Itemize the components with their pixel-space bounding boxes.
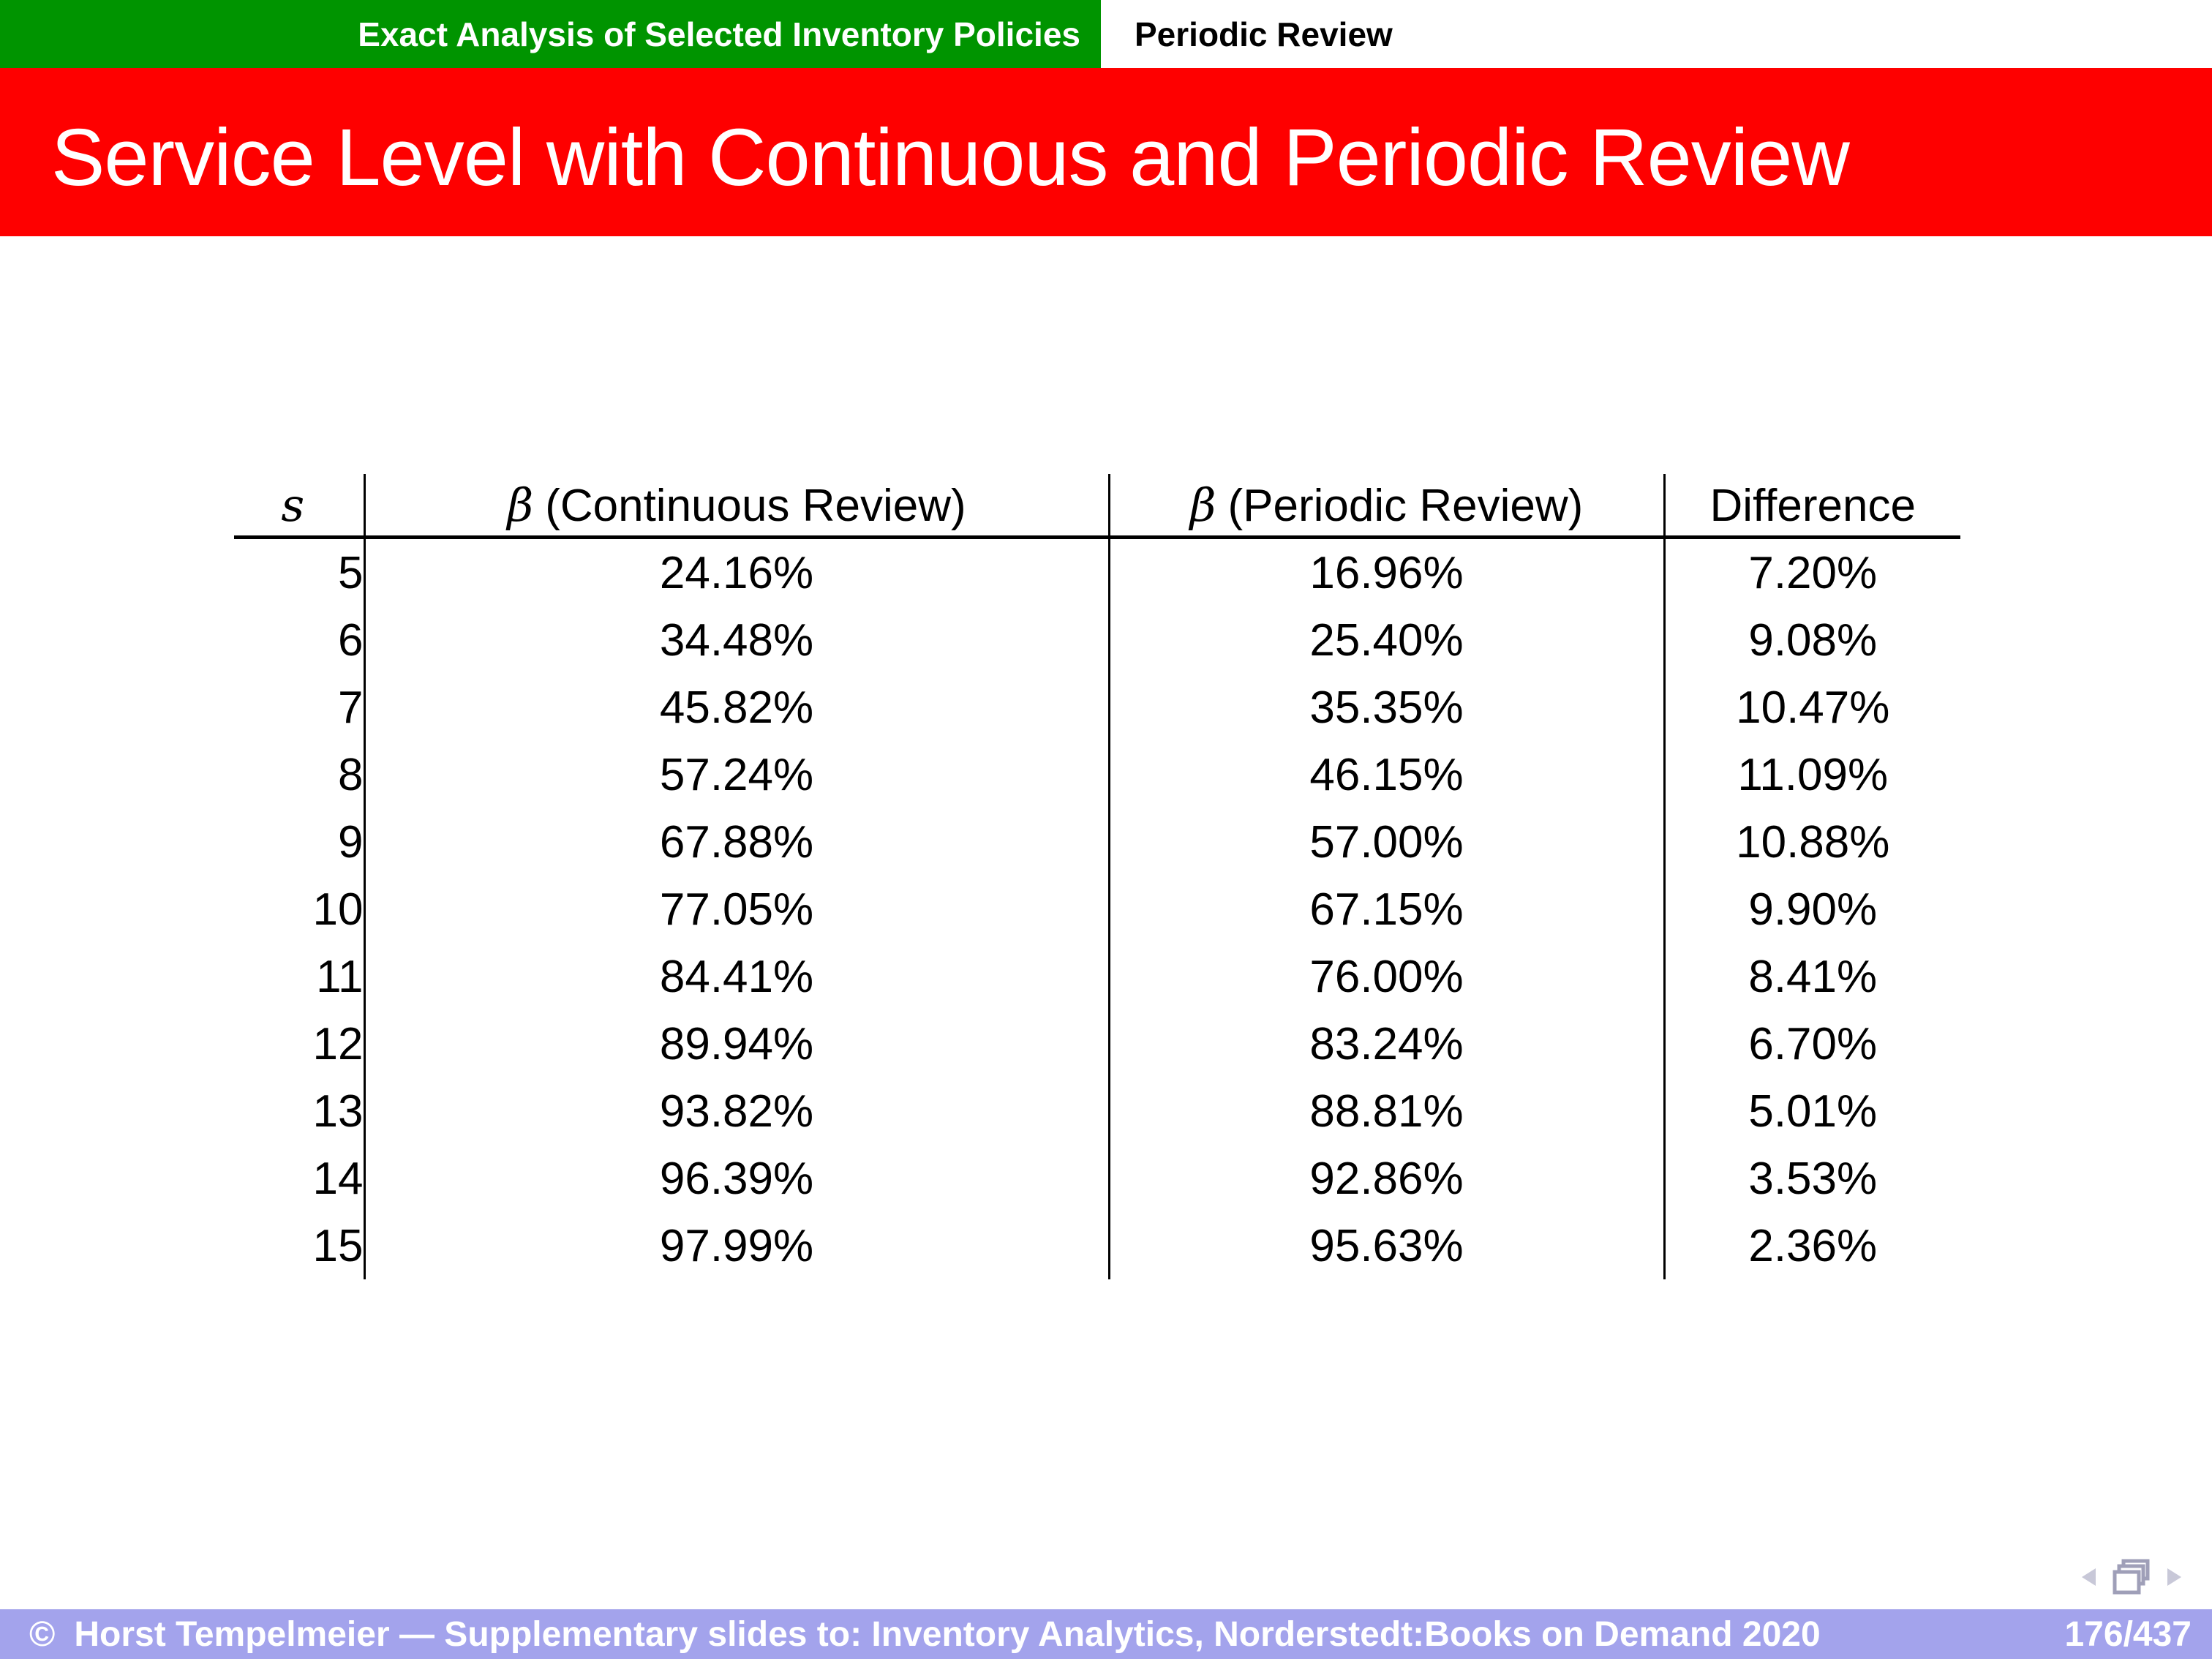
cell-difference: 10.47% [1663,674,1960,741]
service-level-table: s β (Continuous Review) β (Periodic Review… [234,474,1960,1279]
footline-bar: © Horst Tempelmeier — Supplementary slide… [0,1609,2212,1659]
cell-periodic: 95.63% [1107,1212,1664,1279]
table-row: 5 24.16% 16.96% 7.20% [234,537,1960,606]
cell-difference: 2.36% [1663,1212,1960,1279]
cell-difference: 6.70% [1663,1010,1960,1077]
beta-symbol: β [507,478,534,532]
footer-text: Horst Tempelmeier — Supplementary slides… [74,1614,1821,1654]
table-row: 10 77.05% 67.15% 9.90% [234,876,1960,943]
frame-title-bar: Service Level with Continuous and Period… [0,68,2212,236]
cell-periodic: 57.00% [1107,808,1664,876]
column-header-difference: Difference [1663,474,1960,539]
headline-bar: Exact Analysis of Selected Inventory Pol… [0,0,2212,68]
cell-s: 10 [312,884,364,935]
cell-s: 6 [338,614,364,666]
cell-continuous: 96.39% [363,1145,1109,1212]
cell-periodic: 92.86% [1107,1145,1664,1212]
table-row: 8 57.24% 46.15% 11.09% [234,741,1960,808]
table-row: 15 97.99% 95.63% 2.36% [234,1212,1960,1279]
cell-continuous: 45.82% [363,674,1109,741]
cell-continuous: 24.16% [363,537,1109,606]
cell-s: 11 [316,951,364,1002]
subsection-title: Periodic Review [1135,15,1393,53]
nav-prev-icon[interactable] [2081,1568,2096,1587]
page-indicator: 176/437 [2064,1614,2192,1654]
cell-continuous: 89.94% [363,1010,1109,1077]
footer-attribution: © Horst Tempelmeier — Supplementary slide… [29,1614,1821,1655]
cell-continuous: 57.24% [363,741,1109,808]
table-row: 14 96.39% 92.86% 3.53% [234,1145,1960,1212]
cell-periodic: 46.15% [1107,741,1664,808]
page-title: Service Level with Continuous and Period… [51,112,1850,203]
cell-continuous: 77.05% [363,876,1109,943]
cell-periodic: 35.35% [1107,674,1664,741]
cell-difference: 3.53% [1663,1145,1960,1212]
navigation-symbols [2081,1557,2182,1598]
cell-difference: 7.20% [1663,537,1960,606]
cell-s: 13 [312,1086,364,1137]
column-header-continuous: β (Continuous Review) [363,474,1109,539]
cell-difference: 10.88% [1663,808,1960,876]
cell-s: 7 [338,682,364,733]
cell-s: 12 [312,1018,364,1069]
cell-difference: 9.08% [1663,606,1960,674]
table-row: 6 34.48% 25.40% 9.08% [234,606,1960,674]
cell-continuous: 97.99% [363,1212,1109,1279]
column-header-s: s [234,474,364,539]
nav-next-icon[interactable] [2167,1568,2182,1587]
cell-continuous: 93.82% [363,1077,1109,1145]
cell-periodic: 88.81% [1107,1077,1664,1145]
copyright-icon: © [29,1614,56,1654]
table-row: 9 67.88% 57.00% 10.88% [234,808,1960,876]
table-body: 5 24.16% 16.96% 7.20% 6 34.48% 25.40% 9.… [234,537,1960,1279]
cell-continuous: 34.48% [363,606,1109,674]
cell-s: 5 [338,547,364,598]
table-header-row: s β (Continuous Review) β (Periodic Review… [234,474,1960,539]
nav-frames-icon[interactable] [2112,1558,2151,1596]
cell-s: 15 [312,1220,364,1271]
table-row: 11 84.41% 76.00% 8.41% [234,943,1960,1010]
cell-difference: 5.01% [1663,1077,1960,1145]
cell-difference: 11.09% [1663,741,1960,808]
column-header-periodic: β (Periodic Review) [1107,474,1664,539]
headline-section-left: Exact Analysis of Selected Inventory Pol… [0,0,1101,68]
cell-s: 8 [338,749,364,800]
cell-periodic: 25.40% [1107,606,1664,674]
headline-section-right: Periodic Review [1101,0,2212,68]
cell-periodic: 76.00% [1107,943,1664,1010]
cell-continuous: 67.88% [363,808,1109,876]
table-row: 13 93.82% 88.81% 5.01% [234,1077,1960,1145]
table-row: 7 45.82% 35.35% 10.47% [234,674,1960,741]
cell-difference: 8.41% [1663,943,1960,1010]
cell-periodic: 16.96% [1107,537,1664,606]
cell-s: 14 [312,1153,364,1204]
table-row: 12 89.94% 83.24% 6.70% [234,1010,1960,1077]
cell-periodic: 67.15% [1107,876,1664,943]
cell-difference: 9.90% [1663,876,1960,943]
beta-symbol: β [1189,478,1216,532]
cell-s: 9 [338,816,364,868]
cell-continuous: 84.41% [363,943,1109,1010]
cell-periodic: 83.24% [1107,1010,1664,1077]
section-title: Exact Analysis of Selected Inventory Pol… [358,15,1080,53]
